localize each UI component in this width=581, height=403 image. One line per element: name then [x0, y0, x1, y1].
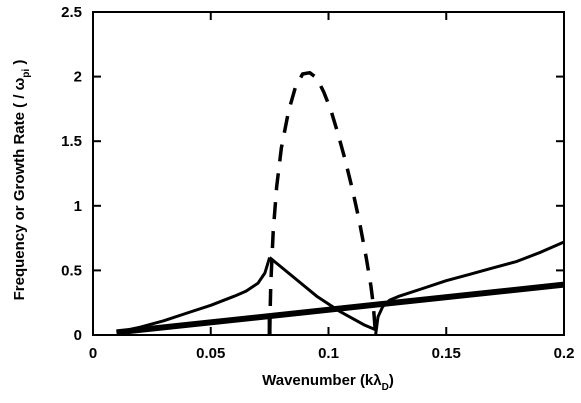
- y-tick-label: 1.5: [61, 133, 82, 150]
- y-tick-label: 1: [74, 198, 82, 215]
- y-axis-label-text: Frequency or Growth Rate ( / ω: [11, 77, 28, 300]
- x-axis-label-lambda: λ: [373, 372, 382, 389]
- y-tick-label: 0.5: [61, 262, 82, 279]
- x-axis-label-text: Wavenumber (k: [262, 372, 374, 389]
- x-axis-label: Wavenumber (kλD): [262, 372, 394, 393]
- y-axis-label-subscript: pi: [21, 69, 32, 78]
- frequency-curve: [374, 240, 565, 336]
- plot-frame: [92, 11, 565, 336]
- x-tick-label: 0.15: [432, 345, 461, 362]
- frequency-curve: [116, 257, 272, 334]
- x-tick-label: 0: [89, 345, 97, 362]
- x-axis-label-subscript: D: [382, 382, 389, 393]
- frequency-curve: [268, 256, 377, 332]
- series-layer: [116, 70, 565, 336]
- x-axis-label-tail: ): [389, 372, 394, 389]
- x-tick-label: 0.2: [554, 345, 575, 362]
- growth-rate-curve: [267, 70, 378, 336]
- y-axis-label: Frequency or Growth Rate ( / ωpi ): [11, 60, 32, 301]
- x-tick-layer: 0 0.05 0.1 0.15 0.2: [89, 12, 575, 362]
- plot-area: 0 0.05 0.1 0.15 0.2 0 0.5 1 1.5 2 2.5: [61, 4, 574, 362]
- y-tick-label: 0: [74, 327, 82, 344]
- thick-linear-curve: [116, 281, 565, 336]
- y-axis-label-tail: ): [11, 60, 28, 69]
- y-tick-label: 2: [74, 69, 82, 86]
- y-tick-layer: 0 0.5 1 1.5 2 2.5: [61, 4, 564, 344]
- y-tick-label: 2.5: [61, 4, 82, 21]
- x-tick-label: 0.05: [196, 345, 225, 362]
- x-tick-label: 0.1: [318, 345, 339, 362]
